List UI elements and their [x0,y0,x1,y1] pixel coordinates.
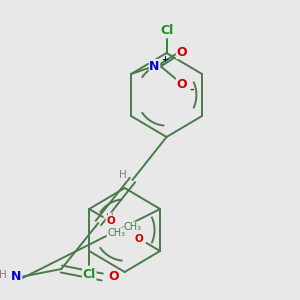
Text: O: O [176,77,187,91]
Text: Cl: Cl [82,268,96,281]
Text: O: O [134,234,143,244]
Text: O: O [109,271,119,284]
Text: O: O [176,46,187,59]
Text: N: N [149,59,160,73]
Text: -: - [190,85,194,95]
Text: H: H [119,170,127,180]
Text: H: H [106,213,114,223]
Text: CH₃: CH₃ [107,228,125,238]
Text: +: + [161,55,168,64]
Text: CH₃: CH₃ [124,222,142,232]
Text: N: N [11,271,22,284]
Text: H: H [0,270,7,280]
Text: O: O [106,216,115,226]
Text: Cl: Cl [160,25,173,38]
